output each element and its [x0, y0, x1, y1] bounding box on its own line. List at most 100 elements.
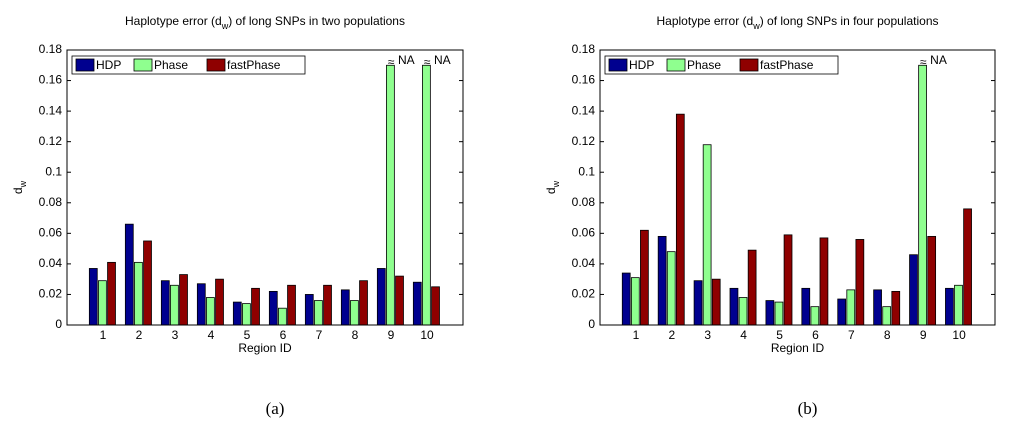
- bar: [801, 287, 811, 326]
- bar: [350, 300, 359, 326]
- bar: [386, 64, 395, 326]
- text-run: ) of long SNPs in four populations: [760, 14, 939, 28]
- legend-swatch: [133, 58, 153, 72]
- y-tick-label: 0.1: [578, 164, 595, 178]
- y-tick-label: 0.12: [572, 134, 596, 148]
- y-tick-label: 0.08: [572, 195, 596, 209]
- y-tick-label: 0.04: [572, 256, 596, 270]
- plot-frame: [599, 49, 996, 326]
- bar: [412, 281, 422, 326]
- bar: [304, 294, 314, 326]
- bar: [909, 254, 918, 326]
- x-tick-label: 1: [633, 328, 640, 342]
- legend: HDP Phase fastPhase: [71, 55, 306, 75]
- bar: [837, 298, 847, 326]
- annotation-text: NA: [434, 53, 451, 67]
- caption: (a): [266, 399, 285, 418]
- bar: [134, 261, 143, 326]
- bar: [738, 297, 748, 326]
- bar: [918, 64, 927, 326]
- x-tick-label: 4: [208, 328, 215, 342]
- bar: [945, 287, 954, 326]
- text-run: w: [18, 180, 28, 188]
- x-tick-label: 3: [704, 328, 711, 342]
- bar: [621, 272, 631, 326]
- bar: [747, 249, 757, 326]
- legend-box: [604, 55, 839, 75]
- bar: [314, 300, 323, 326]
- bar: [268, 290, 278, 326]
- x-axis-label: Region ID: [771, 341, 825, 355]
- bar: [891, 290, 901, 326]
- x-tick-label: 6: [280, 328, 287, 342]
- x-tick-label: 10: [952, 328, 966, 342]
- x-tick-label: 8: [884, 328, 891, 342]
- x-tick-label: 1: [100, 328, 107, 342]
- x-tick-label: 7: [848, 328, 855, 342]
- bar: [954, 284, 963, 326]
- bar: [88, 268, 98, 326]
- text-run: ) of long SNPs in two populations: [228, 14, 405, 28]
- text-run: w: [752, 21, 760, 31]
- text-run: Haplotype error (d: [125, 14, 222, 28]
- y-tick-label: 0.12: [39, 134, 63, 148]
- bar: [278, 307, 287, 326]
- y-tick-label: 0.16: [39, 73, 63, 87]
- bar: [729, 287, 739, 326]
- x-tick-label: 9: [388, 328, 395, 342]
- legend-swatch: [206, 58, 226, 72]
- text-run: d: [544, 187, 558, 194]
- bar: [340, 289, 350, 326]
- bar: [927, 235, 937, 326]
- y-tick-label: 0.02: [572, 287, 596, 301]
- legend-swatch: [75, 58, 95, 72]
- bar: [675, 113, 685, 326]
- bar: [693, 280, 703, 326]
- bar: [287, 284, 296, 326]
- legend-label: Phase: [687, 58, 721, 72]
- x-tick-label: 10: [420, 328, 434, 342]
- bar: [242, 303, 251, 326]
- y-tick-label: 0.02: [39, 287, 63, 301]
- bar: [882, 306, 892, 326]
- legend-swatch: [608, 58, 628, 72]
- annotation-symbol: ≈: [920, 55, 927, 69]
- bar: [963, 208, 972, 326]
- y-tick-label: 0: [588, 317, 595, 331]
- y-tick-label: 0.1: [45, 164, 62, 178]
- legend: HDP Phase fastPhase: [604, 55, 839, 75]
- x-tick-label: 4: [740, 328, 747, 342]
- text-run: w: [221, 21, 229, 31]
- bar: [359, 280, 368, 326]
- x-tick-label: 6: [812, 328, 819, 342]
- legend-label: fastPhase: [760, 58, 814, 72]
- legend-label: HDP: [96, 58, 121, 72]
- bar: [431, 286, 440, 326]
- x-tick-label: 8: [352, 328, 359, 342]
- bar: [640, 229, 649, 326]
- y-tick-label: 0.18: [39, 42, 63, 56]
- chart-title: Haplotype error (dw) of long SNPs in fou…: [657, 14, 939, 31]
- chart-panel: Haplotype error (dw) of long SNPs in two…: [11, 14, 464, 418]
- bar: [666, 251, 676, 326]
- y-axis-label: dw: [544, 180, 561, 194]
- y-tick-label: 0.16: [572, 73, 596, 87]
- x-tick-label: 9: [920, 328, 927, 342]
- x-tick-label: 3: [172, 328, 179, 342]
- bar: [819, 237, 829, 326]
- bar: [179, 274, 188, 326]
- y-tick-label: 0.04: [39, 256, 63, 270]
- y-axis-label: dw: [11, 180, 28, 194]
- y-tick-label: 0.14: [39, 103, 63, 117]
- bar: [873, 289, 882, 326]
- y-tick-label: 0.06: [572, 226, 596, 240]
- annotation-symbol: ≈: [388, 55, 395, 69]
- bar: [215, 278, 224, 326]
- x-tick-label: 2: [136, 328, 143, 342]
- y-tick-label: 0: [55, 317, 62, 331]
- chart-title: Haplotype error (dw) of long SNPs in two…: [125, 14, 405, 31]
- x-tick-label: 5: [776, 328, 783, 342]
- bar: [810, 306, 820, 326]
